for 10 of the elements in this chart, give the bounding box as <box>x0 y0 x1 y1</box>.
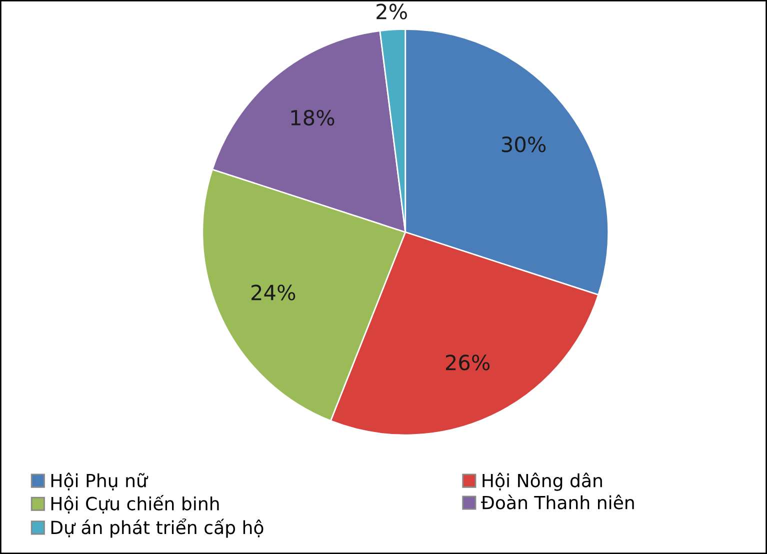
data-label: 26% <box>446 354 490 370</box>
legend-label: Dự án phát triển cấp hộ <box>51 518 264 538</box>
legend-label: Đoàn Thanh niên <box>481 494 634 510</box>
data-label: 30% <box>502 136 546 152</box>
legend-label: Hội Phụ nữ <box>51 472 148 490</box>
data-label: 2% <box>376 4 407 20</box>
legend-label: Hội Nông dân <box>482 472 602 491</box>
data-label: 24% <box>252 284 296 300</box>
legend-label: Hội Cựu chiến binh <box>51 494 219 514</box>
data-label: 18% <box>291 110 334 126</box>
